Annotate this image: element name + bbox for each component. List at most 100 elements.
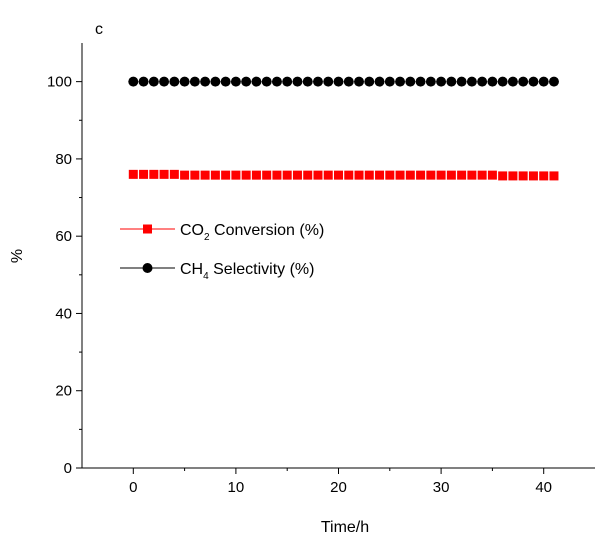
data-point bbox=[159, 76, 170, 87]
data-point bbox=[292, 170, 302, 180]
data-point bbox=[272, 170, 282, 180]
data-point bbox=[467, 170, 477, 180]
legend-label: CH4 Selectivity (%) bbox=[180, 261, 314, 282]
y-tick-label: 0 bbox=[64, 460, 72, 477]
legend-marker bbox=[143, 224, 152, 234]
data-point bbox=[282, 76, 293, 87]
y-tick-label: 60 bbox=[55, 228, 72, 245]
data-point bbox=[210, 76, 221, 87]
data-point bbox=[261, 76, 272, 87]
panel-label: c bbox=[95, 21, 103, 38]
data-point bbox=[138, 76, 149, 87]
data-point bbox=[271, 76, 282, 87]
data-point bbox=[128, 76, 139, 87]
data-point bbox=[548, 76, 559, 87]
data-point bbox=[374, 76, 385, 87]
data-point bbox=[415, 76, 426, 87]
y-tick-label: 100 bbox=[47, 74, 72, 91]
data-point bbox=[148, 76, 159, 87]
x-tick-label: 0 bbox=[129, 479, 137, 496]
data-point bbox=[231, 170, 241, 180]
x-axis-title: Time/h bbox=[321, 519, 369, 536]
data-point bbox=[446, 170, 456, 180]
data-point bbox=[149, 169, 159, 179]
data-point bbox=[436, 170, 446, 180]
data-point bbox=[405, 76, 416, 87]
data-point bbox=[405, 170, 415, 180]
data-point bbox=[436, 76, 447, 87]
x-ticks: 0 10 20 30 40 bbox=[129, 468, 552, 496]
y-tick-label: 20 bbox=[55, 383, 72, 400]
legend: CO2 Conversion (%) CH4 Selectivity (%) bbox=[120, 222, 324, 282]
data-point bbox=[323, 170, 333, 180]
legend-label: CO2 Conversion (%) bbox=[180, 222, 324, 243]
data-point bbox=[395, 76, 406, 87]
data-point bbox=[241, 170, 251, 180]
data-point bbox=[507, 76, 518, 87]
data-point bbox=[518, 171, 528, 181]
data-point bbox=[487, 76, 498, 87]
data-point bbox=[220, 76, 231, 87]
series-co2-conversion bbox=[128, 169, 559, 181]
data-point bbox=[528, 171, 538, 181]
y-ticks: 0 20 40 60 80 100 bbox=[47, 74, 82, 477]
data-point bbox=[251, 76, 262, 87]
legend-item: CO2 Conversion (%) bbox=[120, 222, 324, 243]
data-point bbox=[549, 171, 559, 181]
data-point bbox=[538, 76, 549, 87]
data-point bbox=[425, 76, 436, 87]
data-point bbox=[539, 171, 549, 181]
legend-marker bbox=[142, 263, 153, 273]
data-point bbox=[457, 170, 467, 180]
data-point bbox=[518, 76, 529, 87]
series-ch4-selectivity bbox=[128, 76, 559, 87]
data-point bbox=[364, 76, 375, 87]
data-point bbox=[508, 171, 518, 181]
data-point bbox=[354, 170, 364, 180]
data-point bbox=[139, 169, 149, 179]
x-tick-label: 20 bbox=[330, 479, 347, 496]
data-point bbox=[354, 76, 365, 87]
x-tick-label: 10 bbox=[228, 479, 245, 496]
data-point bbox=[344, 170, 354, 180]
data-point bbox=[190, 170, 200, 180]
data-point bbox=[333, 76, 344, 87]
y-tick-label: 80 bbox=[55, 151, 72, 168]
data-point bbox=[343, 76, 354, 87]
data-point bbox=[241, 76, 252, 87]
data-point bbox=[323, 76, 334, 87]
data-point bbox=[446, 76, 457, 87]
data-point bbox=[385, 170, 395, 180]
data-point bbox=[179, 76, 190, 87]
data-point bbox=[169, 169, 179, 179]
series-layer bbox=[128, 76, 559, 181]
data-point bbox=[426, 170, 436, 180]
data-point bbox=[487, 170, 497, 180]
data-point bbox=[312, 76, 323, 87]
data-point bbox=[200, 76, 211, 87]
data-point bbox=[230, 76, 241, 87]
data-point bbox=[189, 76, 200, 87]
x-tick-label: 30 bbox=[433, 479, 450, 496]
data-point bbox=[498, 171, 508, 181]
x-tick-label: 40 bbox=[535, 479, 552, 496]
data-point bbox=[262, 170, 272, 180]
data-point bbox=[477, 170, 487, 180]
data-point bbox=[251, 170, 261, 180]
data-point bbox=[282, 170, 292, 180]
data-point bbox=[128, 169, 138, 179]
data-point bbox=[477, 76, 488, 87]
data-point bbox=[497, 76, 508, 87]
data-point bbox=[334, 170, 343, 180]
data-point bbox=[466, 76, 477, 87]
data-point bbox=[456, 76, 467, 87]
axes bbox=[81, 43, 595, 469]
data-point bbox=[416, 170, 426, 180]
y-tick-label: 40 bbox=[55, 305, 72, 322]
data-point bbox=[169, 76, 180, 87]
data-point bbox=[375, 170, 385, 180]
data-point bbox=[384, 76, 395, 87]
data-point bbox=[210, 170, 220, 180]
data-point bbox=[302, 76, 313, 87]
